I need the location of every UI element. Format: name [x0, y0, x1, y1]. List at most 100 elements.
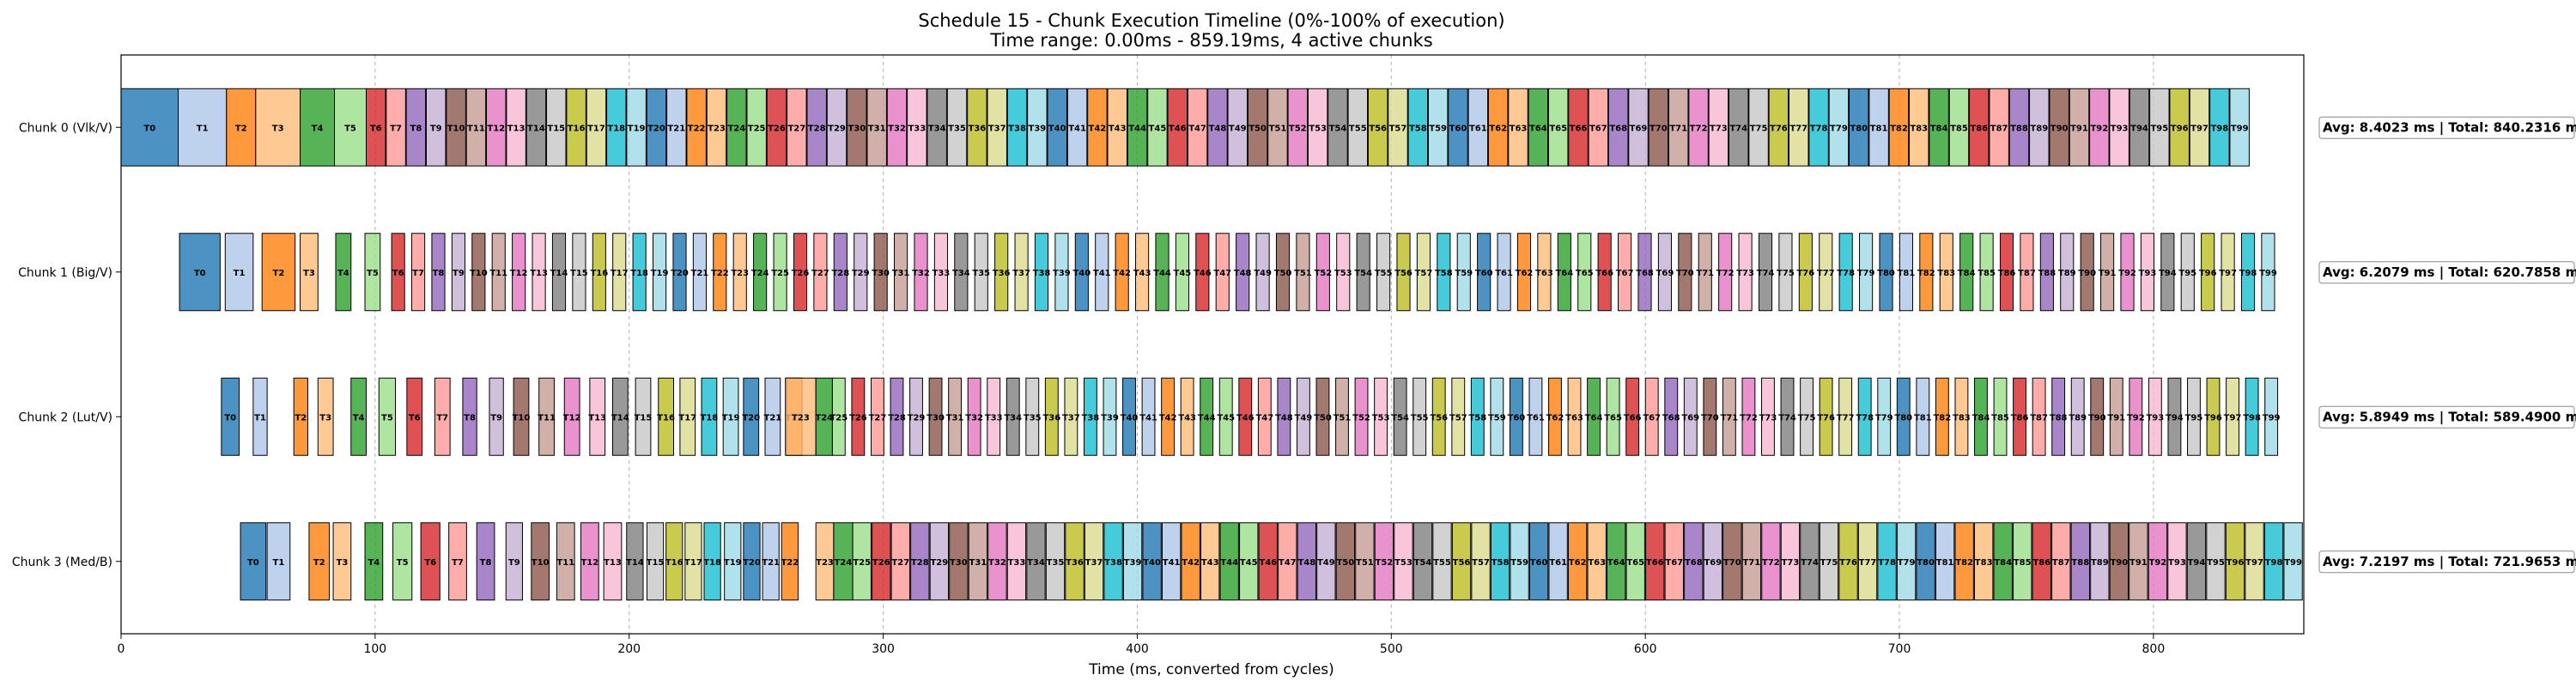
task-label: T47 [1188, 124, 1206, 133]
task-bar-rect [1688, 88, 1709, 167]
task-bar-t96: T96 [2169, 88, 2190, 167]
task-bar-t9: T9 [426, 88, 447, 167]
task-label: T9 [508, 558, 520, 568]
task-bar-t71: T71 [1741, 522, 1762, 601]
task-label: T33 [985, 413, 1003, 423]
task-bar-t36: T36 [1042, 377, 1060, 456]
task-label: T4 [312, 124, 324, 133]
task-bar-t29: T29 [852, 233, 870, 312]
task-bar-rect [1374, 522, 1394, 601]
task-bar-rect [1239, 522, 1259, 601]
task-bar-t24: T24 [833, 522, 854, 601]
task-label: T8 [464, 413, 476, 423]
task-bar-t33: T33 [985, 377, 1003, 456]
task-label: T58 [1468, 413, 1486, 423]
task-label: T11 [467, 124, 485, 133]
y-tick-label: Chunk 1 (Big/V) [18, 266, 112, 280]
task-bar-t14: T14 [626, 522, 644, 601]
task-bar-t82: T82 [1933, 377, 1951, 456]
task-bar-t42: T42 [1181, 522, 1200, 601]
summary-text: Avg: 8.4023 ms | Total: 840.2316 ms [2323, 119, 2576, 136]
task-label: T37 [988, 124, 1006, 133]
task-bar-t8: T8 [476, 522, 495, 601]
task-bar-rect [2187, 377, 2201, 456]
task-bar-t34: T34 [1026, 522, 1046, 601]
task-label: T27 [891, 558, 909, 568]
task-label: T26 [792, 269, 810, 278]
task-bar-t34: T34 [1004, 377, 1022, 456]
task-bar-t20: T20 [646, 88, 667, 167]
task-bar-rect [762, 522, 780, 601]
task-bar-rect [2160, 233, 2175, 312]
task-bar-rect [317, 377, 334, 456]
task-bar-rect [929, 522, 950, 601]
task-bar-rect [1989, 88, 2009, 167]
task-bar-t28: T28 [910, 522, 930, 601]
task-bar-rect [1780, 377, 1795, 456]
task-bar-rect [420, 522, 440, 601]
task-label: T83 [1937, 269, 1955, 278]
task-label: T81 [1936, 558, 1954, 568]
task-bar-t85: T85 [1978, 233, 1996, 312]
task-bar-rect [546, 88, 567, 167]
task-bar-rect [2245, 377, 2259, 456]
task-label: T72 [1740, 413, 1758, 423]
task-bar-t77: T77 [1817, 233, 1835, 312]
task-bar-t57: T57 [1449, 377, 1467, 456]
task-label: T96 [2227, 558, 2245, 568]
task-bar-rect [1355, 522, 1375, 601]
task-bar-t23: T23 [815, 522, 835, 601]
task-bar-t37: T37 [1084, 522, 1104, 601]
task-bar-rect [1413, 522, 1433, 601]
task-bar-rect [967, 88, 987, 167]
task-bar-rect [753, 233, 768, 312]
task-label: T42 [1089, 124, 1107, 133]
task-bar-t93: T93 [2109, 88, 2129, 167]
task-bar-rect [1006, 522, 1027, 601]
task-bar-rect [1678, 233, 1692, 312]
task-bar-rect [701, 377, 718, 456]
task-label: T56 [1394, 269, 1413, 278]
task-bar-rect [1838, 522, 1858, 601]
task-bar-t27: T27 [811, 233, 829, 312]
task-bar-t27: T27 [869, 377, 886, 456]
task-bar-t75: T75 [1798, 377, 1815, 456]
task-bar-rect [1277, 377, 1291, 456]
task-label: T70 [1649, 124, 1668, 133]
task-bar-rect [2206, 377, 2221, 456]
task-bar-t15: T15 [647, 522, 664, 601]
task-bar-t30: T30 [927, 377, 945, 456]
task-bar-t41: T41 [1139, 377, 1157, 456]
task-bar-rect [787, 88, 807, 167]
task-label: T1 [234, 269, 246, 278]
task-label: T1 [197, 124, 209, 133]
task-bar-rect [1722, 377, 1736, 456]
task-label: T46 [1259, 558, 1277, 568]
task-label: T36 [1042, 413, 1060, 423]
task-bar-rect [1127, 88, 1148, 167]
task-bar-t59: T59 [1488, 377, 1506, 456]
task-bar-t98: T98 [2243, 377, 2261, 456]
task-bar-t77: T77 [1857, 522, 1878, 601]
task-bar-t51: T51 [1334, 377, 1351, 456]
task-bar-t23: T23 [706, 88, 727, 167]
summary-text: Avg: 6.2079 ms | Total: 620.7858 ms [2323, 264, 2576, 281]
task-label: T67 [1643, 413, 1661, 423]
task-bar-rect [611, 377, 629, 456]
task-label: T24 [751, 269, 769, 278]
task-bar-t0: T0 [120, 88, 179, 167]
summary-frame [2318, 405, 2575, 429]
task-bar-t49: T49 [1295, 377, 1312, 456]
task-bar-t60: T60 [1475, 233, 1493, 312]
task-label: T35 [1024, 413, 1042, 423]
task-label: T61 [1549, 558, 1567, 568]
task-bar-t13: T13 [530, 233, 548, 312]
task-bar-rect [703, 522, 721, 601]
task-label: T37 [1012, 269, 1030, 278]
task-label: T80 [1894, 413, 1912, 423]
task-label: T74 [1801, 558, 1819, 568]
task-bar-t16: T16 [590, 233, 608, 312]
task-label: T39 [1101, 413, 1119, 423]
task-bar-t72: T72 [1688, 88, 1709, 167]
task-bar-t11: T11 [538, 377, 556, 456]
